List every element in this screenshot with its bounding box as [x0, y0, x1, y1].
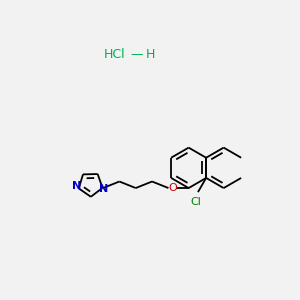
Text: N: N	[99, 184, 109, 194]
Text: —: —	[130, 48, 143, 62]
Text: N: N	[72, 181, 81, 191]
Text: O: O	[168, 183, 177, 193]
Text: Cl: Cl	[190, 196, 201, 207]
Text: HCl: HCl	[103, 48, 125, 62]
Text: H: H	[145, 48, 155, 62]
